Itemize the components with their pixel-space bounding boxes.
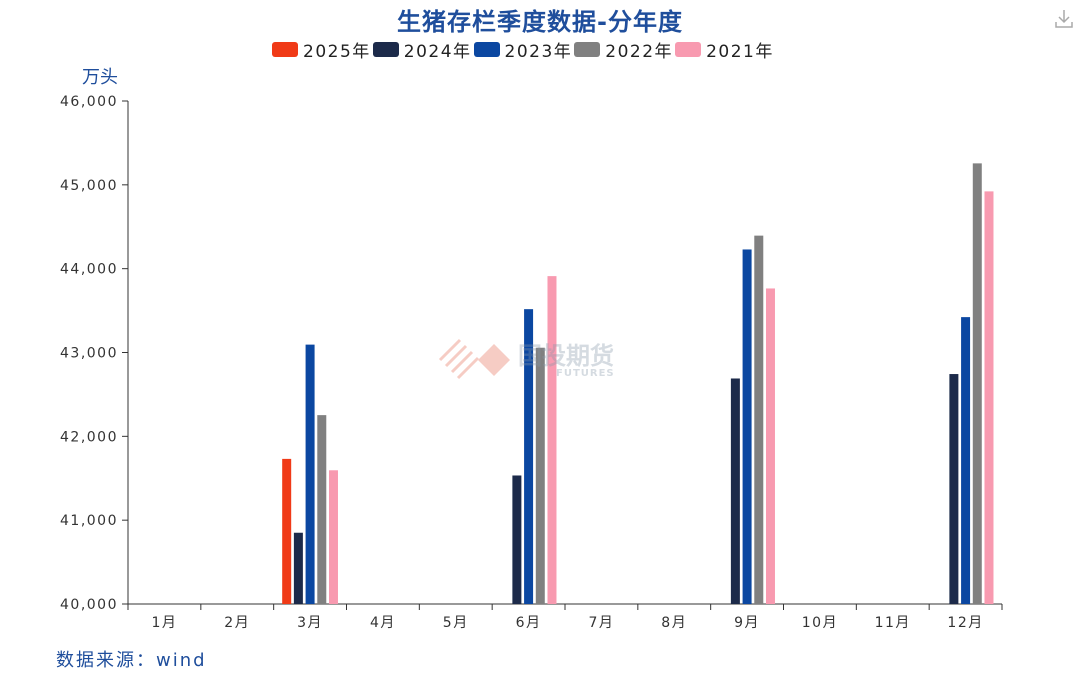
y-tick-label: 44,000 <box>60 262 118 278</box>
x-tick-label: 9月 <box>734 615 760 631</box>
x-tick-label: 1月 <box>151 615 177 631</box>
x-tick-label: 12月 <box>947 615 983 631</box>
bar <box>305 344 315 604</box>
bar <box>524 309 534 604</box>
legend-item[interactable]: 2021年 <box>675 37 774 62</box>
y-tick-label: 43,000 <box>60 346 118 362</box>
data-source: 数据来源：wind <box>56 650 207 671</box>
x-tick-label: 5月 <box>443 615 469 631</box>
x-tick-label: 10月 <box>802 615 838 631</box>
legend-label: 2022年 <box>605 41 674 62</box>
bar <box>282 458 292 604</box>
bar <box>512 475 522 604</box>
y-tick-label: 41,000 <box>60 513 118 529</box>
y-tick-label: 46,000 <box>60 94 118 110</box>
download-icon[interactable] <box>1054 8 1074 30</box>
legend-swatch <box>473 41 500 57</box>
x-tick-label: 2月 <box>224 615 250 631</box>
x-tick-label: 7月 <box>588 615 614 631</box>
bar <box>730 378 740 604</box>
legend: 2025年 2024年 2023年 2022年 2021年 <box>272 37 776 62</box>
bar <box>949 374 959 604</box>
bar <box>742 249 752 605</box>
legend-item[interactable]: 2023年 <box>473 37 573 62</box>
legend-label: 2021年 <box>706 41 774 62</box>
bar <box>984 191 994 605</box>
bar <box>765 288 775 604</box>
bar <box>972 163 982 604</box>
legend-item[interactable]: 2022年 <box>574 37 673 62</box>
x-tick-label: 11月 <box>875 615 911 631</box>
bar <box>961 317 971 604</box>
legend-swatch <box>675 41 702 57</box>
x-tick-label: 6月 <box>516 615 542 631</box>
legend-item[interactable]: 2025年 <box>272 37 371 62</box>
bar <box>328 470 338 604</box>
x-tick-label: 8月 <box>661 615 687 631</box>
y-axis-unit: 万头 <box>82 67 118 88</box>
y-tick-label: 40,000 <box>60 597 118 613</box>
x-tick-label: 3月 <box>297 615 323 631</box>
x-tick-label: 4月 <box>370 615 396 631</box>
bar <box>293 532 303 604</box>
bar <box>754 235 764 604</box>
bar <box>547 276 557 604</box>
legend-label: 2023年 <box>504 41 573 62</box>
y-tick-label: 42,000 <box>60 429 118 445</box>
legend-label: 2025年 <box>303 41 371 62</box>
chart-title: 生猪存栏季度数据-分年度 <box>397 8 683 36</box>
legend-label: 2024年 <box>403 41 472 62</box>
legend-swatch <box>574 41 601 57</box>
bar <box>535 347 545 604</box>
legend-swatch <box>272 41 298 57</box>
bar <box>317 415 327 604</box>
legend-swatch <box>372 41 399 57</box>
legend-item[interactable]: 2024年 <box>372 37 472 62</box>
y-tick-label: 45,000 <box>60 178 118 194</box>
